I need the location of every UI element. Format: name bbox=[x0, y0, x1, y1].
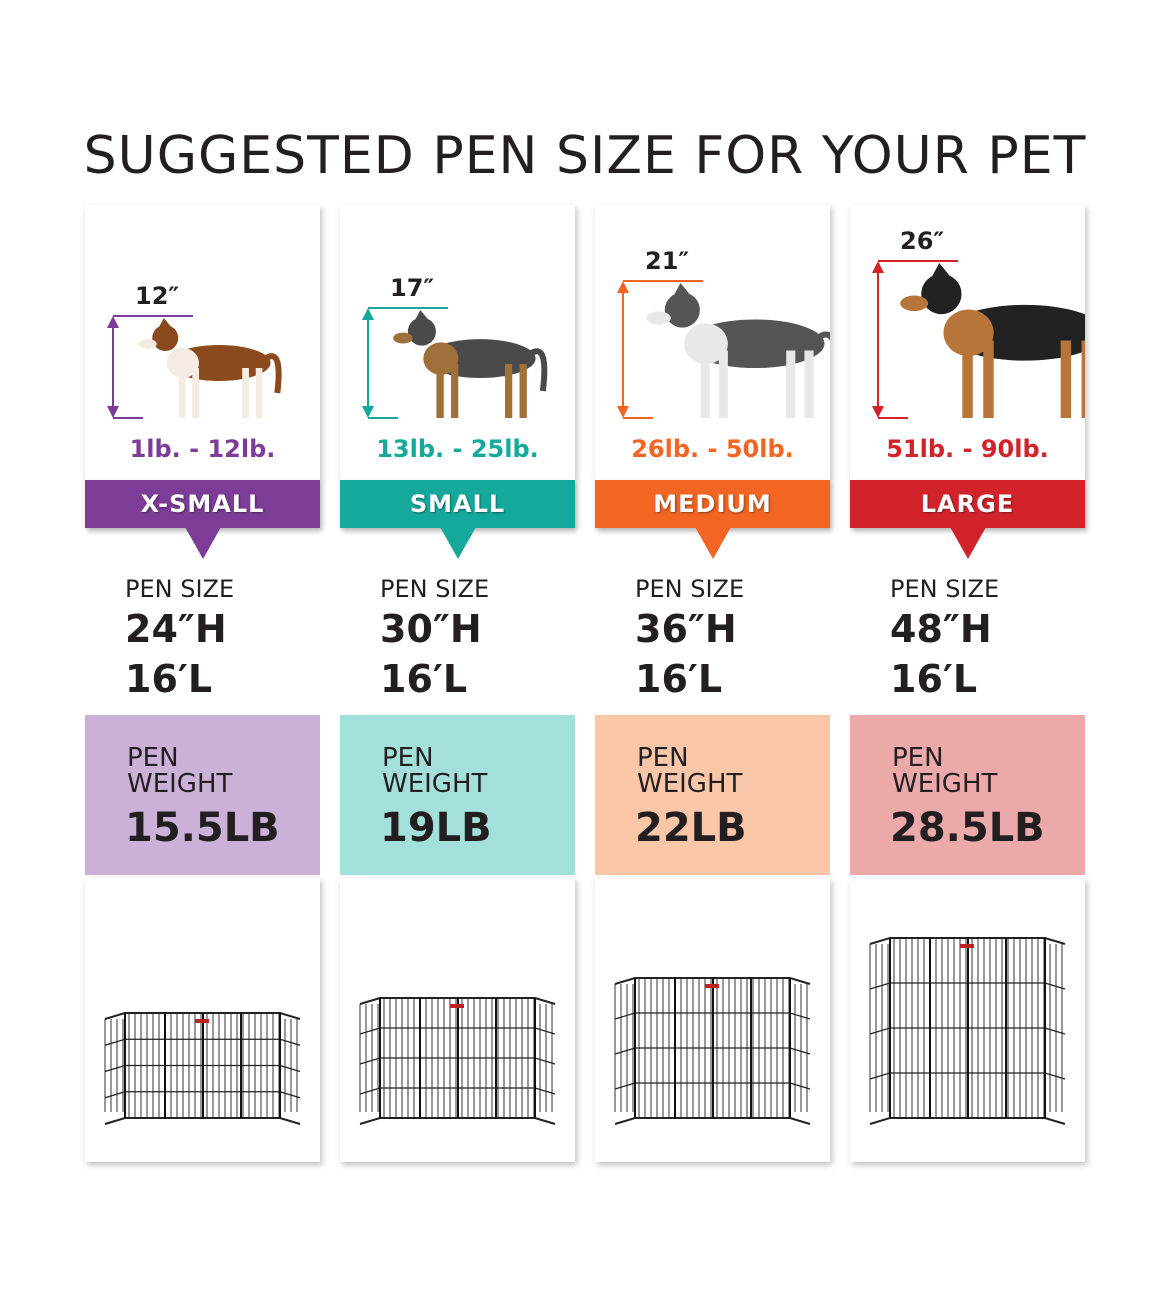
pen-weight: 19LB bbox=[380, 805, 492, 851]
chihuahua-image bbox=[107, 315, 282, 419]
pen-weight-label: PEN WEIGHT bbox=[127, 743, 233, 799]
pen-size-label: PEN SIZE bbox=[125, 575, 235, 603]
pen-weight-label: PEN WEIGHT bbox=[637, 743, 743, 799]
pen-weight-label: PEN WEIGHT bbox=[382, 743, 488, 799]
pet-size-card: 26″ 51lb. - 90lb. bbox=[850, 205, 1085, 480]
pen-height: 30″H bbox=[380, 607, 482, 651]
pen-height: 24″H bbox=[125, 607, 227, 651]
weight-range: 1lb. - 12lb. bbox=[129, 435, 276, 463]
pet-size-card: 12″ 1lb. - 12lb. bbox=[85, 205, 320, 480]
page-title: SUGGESTED PEN SIZE FOR YOUR PET bbox=[83, 126, 1087, 186]
exercise-pen-image bbox=[869, 937, 1066, 1125]
pen-height: 48″H bbox=[890, 607, 992, 651]
pen-weight-box: PEN WEIGHT 28.5LB bbox=[850, 715, 1085, 875]
pen-length: 16′L bbox=[635, 657, 723, 701]
pen-size: PEN SIZE 36″H 16′L bbox=[635, 574, 744, 704]
exercise-pen-image bbox=[614, 977, 811, 1125]
pointer-arrow-icon bbox=[185, 527, 221, 559]
dog-height: 21″ bbox=[645, 247, 690, 275]
weight-range: 13lb. - 25lb. bbox=[376, 435, 539, 463]
pen-image-card bbox=[340, 878, 575, 1162]
size-band: MEDIUM bbox=[595, 480, 830, 528]
dog-height: 26″ bbox=[900, 227, 945, 255]
exercise-pen-image bbox=[104, 1012, 301, 1125]
weight-range: 26lb. - 50lb. bbox=[631, 435, 794, 463]
size-band: X-SMALL bbox=[85, 480, 320, 528]
pen-length: 16′L bbox=[890, 657, 978, 701]
pen-image-card bbox=[850, 878, 1085, 1162]
pen-image-card bbox=[595, 878, 830, 1162]
pen-weight-box: PEN WEIGHT 19LB bbox=[340, 715, 575, 875]
dog-height: 12″ bbox=[135, 282, 180, 310]
pen-weight-label: PEN WEIGHT bbox=[892, 743, 998, 799]
pen-size-label: PEN SIZE bbox=[635, 575, 745, 603]
husky-image bbox=[617, 280, 830, 419]
pen-image-card bbox=[85, 878, 320, 1162]
weight-range: 51lb. - 90lb. bbox=[886, 435, 1049, 463]
pen-height: 36″H bbox=[635, 607, 737, 651]
size-band: SMALL bbox=[340, 480, 575, 528]
exercise-pen-image bbox=[359, 997, 556, 1125]
pen-size-label: PEN SIZE bbox=[890, 575, 1000, 603]
pen-length: 16′L bbox=[380, 657, 468, 701]
pet-size-card: 17″ 13lb. - 25lb. bbox=[340, 205, 575, 480]
size-column-medium: 21″ 26lb. - 50lb. MEDIUM PEN SIZE 36″H 1… bbox=[595, 0, 830, 1292]
pen-size: PEN SIZE 24″H 16′L bbox=[125, 574, 234, 704]
yorkshire-terrier-image bbox=[362, 307, 548, 419]
pen-weight: 28.5LB bbox=[890, 805, 1045, 851]
pen-weight: 15.5LB bbox=[125, 805, 280, 851]
pen-weight-box: PEN WEIGHT 15.5LB bbox=[85, 715, 320, 875]
pen-size: PEN SIZE 48″H 16′L bbox=[890, 574, 999, 704]
pointer-arrow-icon bbox=[950, 527, 986, 559]
size-column-x-small: 12″ 1lb. - 12lb. X-SMALL PEN SIZE 24″H 1… bbox=[85, 0, 320, 1292]
pet-size-card: 21″ 26lb. - 50lb. bbox=[595, 205, 830, 480]
pointer-arrow-icon bbox=[695, 527, 731, 559]
pen-weight: 22LB bbox=[635, 805, 747, 851]
pointer-arrow-icon bbox=[440, 527, 476, 559]
size-column-large: 26″ 51lb. - 90lb. LARGE PEN SIZE 48″H 16… bbox=[850, 0, 1085, 1292]
pen-length: 16′L bbox=[125, 657, 213, 701]
pen-size-label: PEN SIZE bbox=[380, 575, 490, 603]
pen-size: PEN SIZE 30″H 16′L bbox=[380, 574, 489, 704]
dog-height: 17″ bbox=[390, 274, 435, 302]
pen-weight-box: PEN WEIGHT 22LB bbox=[595, 715, 830, 875]
german-shepherd-image bbox=[872, 260, 1085, 419]
size-column-small: 17″ 13lb. - 25lb. SMALL PEN SIZE 30″H 16… bbox=[340, 0, 575, 1292]
size-band: LARGE bbox=[850, 480, 1085, 528]
